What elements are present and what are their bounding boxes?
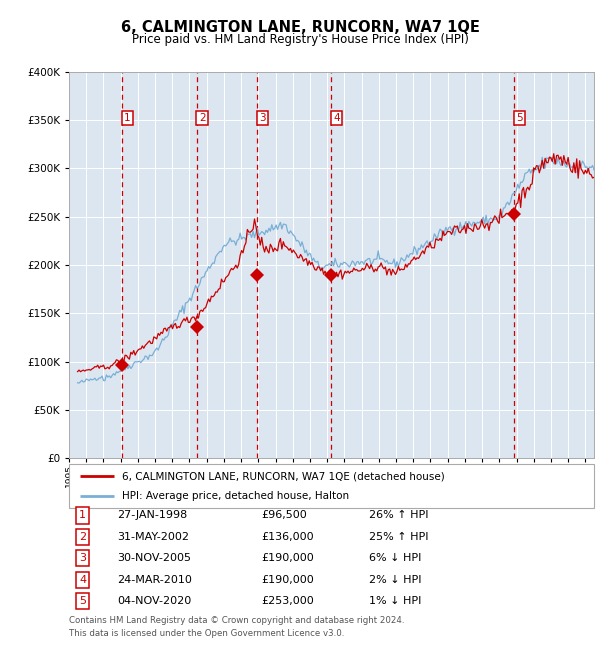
Text: 24-MAR-2010: 24-MAR-2010 — [117, 575, 192, 585]
Text: Contains HM Land Registry data © Crown copyright and database right 2024.: Contains HM Land Registry data © Crown c… — [69, 616, 404, 625]
Text: 04-NOV-2020: 04-NOV-2020 — [117, 596, 191, 606]
Text: 26% ↑ HPI: 26% ↑ HPI — [369, 510, 428, 521]
Text: £190,000: £190,000 — [261, 575, 314, 585]
Text: 5: 5 — [516, 113, 523, 123]
FancyBboxPatch shape — [69, 464, 594, 508]
Text: 3: 3 — [79, 553, 86, 564]
Text: 27-JAN-1998: 27-JAN-1998 — [117, 510, 187, 521]
Text: 25% ↑ HPI: 25% ↑ HPI — [369, 532, 428, 542]
Text: 2: 2 — [199, 113, 205, 123]
Text: 6, CALMINGTON LANE, RUNCORN, WA7 1QE (detached house): 6, CALMINGTON LANE, RUNCORN, WA7 1QE (de… — [121, 471, 444, 481]
Text: HPI: Average price, detached house, Halton: HPI: Average price, detached house, Halt… — [121, 491, 349, 501]
Text: 31-MAY-2002: 31-MAY-2002 — [117, 532, 189, 542]
Text: 6, CALMINGTON LANE, RUNCORN, WA7 1QE: 6, CALMINGTON LANE, RUNCORN, WA7 1QE — [121, 20, 479, 34]
Text: 4: 4 — [79, 575, 86, 585]
Text: 2% ↓ HPI: 2% ↓ HPI — [369, 575, 421, 585]
Text: £96,500: £96,500 — [261, 510, 307, 521]
Text: 5: 5 — [79, 596, 86, 606]
Text: 30-NOV-2005: 30-NOV-2005 — [117, 553, 191, 564]
Text: 1: 1 — [79, 510, 86, 521]
Text: £253,000: £253,000 — [261, 596, 314, 606]
Text: 1% ↓ HPI: 1% ↓ HPI — [369, 596, 421, 606]
Text: This data is licensed under the Open Government Licence v3.0.: This data is licensed under the Open Gov… — [69, 629, 344, 638]
Text: 3: 3 — [259, 113, 266, 123]
Text: 1: 1 — [124, 113, 131, 123]
Text: £190,000: £190,000 — [261, 553, 314, 564]
Text: Price paid vs. HM Land Registry's House Price Index (HPI): Price paid vs. HM Land Registry's House … — [131, 32, 469, 46]
Text: 6% ↓ HPI: 6% ↓ HPI — [369, 553, 421, 564]
Text: £136,000: £136,000 — [261, 532, 314, 542]
Text: 2: 2 — [79, 532, 86, 542]
Text: 4: 4 — [333, 113, 340, 123]
